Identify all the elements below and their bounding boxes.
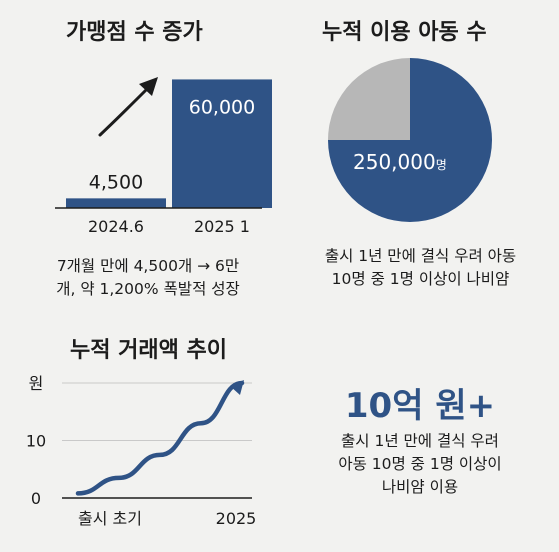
bar-value-label: 4,500 — [89, 171, 143, 193]
x-tick-label: 2025 — [216, 509, 257, 528]
transactions-line-chart: 0 10 원출시 초기 2025 — [26, 374, 257, 528]
children-chart-title: 누적 이용 아동 수 — [322, 20, 487, 45]
bar — [66, 198, 166, 208]
y-tick-label: 원 — [29, 374, 44, 393]
stores-caption: 7개월 만에 4,500개 → 6만 개, 약 1,200% 폭발적 성장 — [22, 255, 274, 301]
bar — [172, 79, 272, 208]
amount-caption-line: 나비얌 이용 — [381, 478, 459, 496]
pie-slice-unit: 명 — [435, 158, 447, 172]
children-pie-chart — [328, 58, 492, 222]
amount-caption: 출시 1년 만에 결식 우려 아동 10명 중 1명 이상이 나비얌 이용 — [300, 430, 540, 499]
x-tick-label: 2025 1 — [194, 217, 250, 236]
stores-bar-chart: 4,500 2024.6 60,000 2025 1 — [55, 77, 272, 236]
children-caption-line: 출시 1년 만에 결식 우려 아동 — [324, 247, 517, 265]
bar-value-label: 60,000 — [189, 96, 255, 118]
stores-caption-line: 7개월 만에 4,500개 → 6만 — [56, 257, 240, 275]
y-tick-label: 10 — [26, 432, 46, 451]
transactions-chart-title: 누적 거래액 추이 — [70, 338, 227, 363]
x-tick-label: 2024.6 — [88, 217, 144, 236]
pie-slice-value: 250,000 — [353, 150, 436, 174]
children-caption-line: 10명 중 1명 이상이 나비얌 — [331, 270, 510, 288]
series-line — [75, 380, 245, 496]
stores-chart-title: 가맹점 수 증가 — [66, 20, 203, 45]
pie-slice-label: 250,000명 — [353, 150, 447, 174]
amount-caption-line: 아동 10명 중 1명 이상이 — [338, 455, 502, 473]
growth-arrow-shaft — [98, 86, 150, 137]
amount-headline: 10억 원+ — [344, 386, 496, 426]
growth-arrow-icon — [139, 77, 158, 96]
amount-caption-line: 출시 1년 만에 결식 우려 — [341, 432, 499, 450]
line-arrow-icon — [230, 380, 244, 395]
children-caption: 출시 1년 만에 결식 우려 아동 10명 중 1명 이상이 나비얌 — [288, 245, 553, 291]
stores-caption-line: 개, 약 1,200% 폭발적 성장 — [56, 280, 240, 298]
y-tick-label: 0 — [31, 489, 41, 508]
pie-slice — [328, 58, 410, 140]
x-tick-label: 출시 초기 — [78, 509, 142, 528]
